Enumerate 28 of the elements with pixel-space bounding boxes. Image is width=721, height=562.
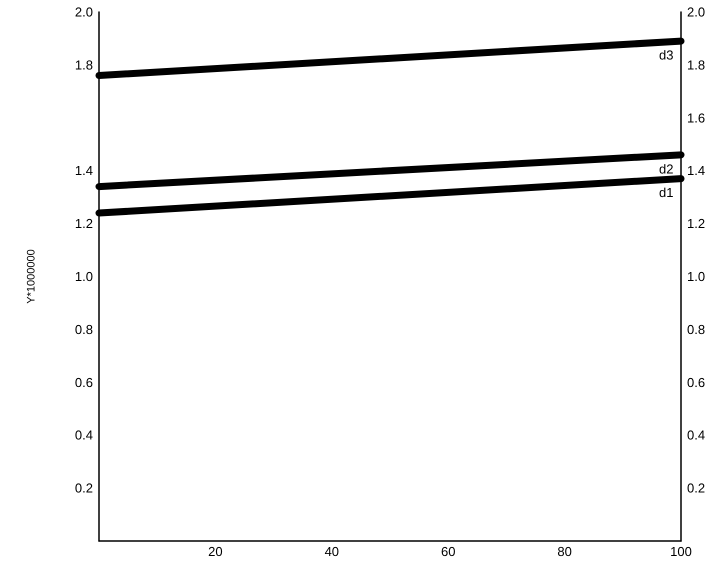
y2-tick-label: 2.0 xyxy=(687,4,706,20)
series-label: d2 xyxy=(659,161,674,176)
y2-tick-label: 1.4 xyxy=(687,163,706,178)
y2-tick-label: 0.8 xyxy=(687,322,706,337)
x-tick-label: 40 xyxy=(324,544,340,559)
y2-tick-label: 0.4 xyxy=(687,428,706,443)
y-tick-label: 1.4 xyxy=(74,163,93,178)
y-tick-label: 0.2 xyxy=(74,480,93,496)
series-label: d3 xyxy=(659,48,674,63)
y2-tick-label: 1.0 xyxy=(687,269,706,284)
y2-tick-label: 0.2 xyxy=(687,480,706,496)
x-tick-label: 60 xyxy=(440,544,456,559)
x-tick-label: 80 xyxy=(557,544,572,559)
y2-tick-label: 0.6 xyxy=(687,374,706,390)
y-axis-title: Y*1000000 xyxy=(26,249,38,304)
x-tick-label: 100 xyxy=(670,544,692,559)
y-tick-label: 0.8 xyxy=(74,322,93,337)
y-tick-label: 2.0 xyxy=(74,4,93,20)
y2-tick-label: 1.2 xyxy=(687,216,706,232)
y-tick-label: 1.2 xyxy=(74,216,93,232)
y2-tick-label: 1.8 xyxy=(687,57,706,72)
series-label: d1 xyxy=(659,185,674,200)
y-tick-label: 0.6 xyxy=(74,374,93,390)
y-tick-label: 0.4 xyxy=(74,428,93,443)
y2-tick-label: 1.6 xyxy=(687,110,706,126)
x-tick-label: 20 xyxy=(208,544,223,559)
y-tick-label: 1.8 xyxy=(74,57,93,72)
y-tick-label: 1.0 xyxy=(74,269,93,284)
